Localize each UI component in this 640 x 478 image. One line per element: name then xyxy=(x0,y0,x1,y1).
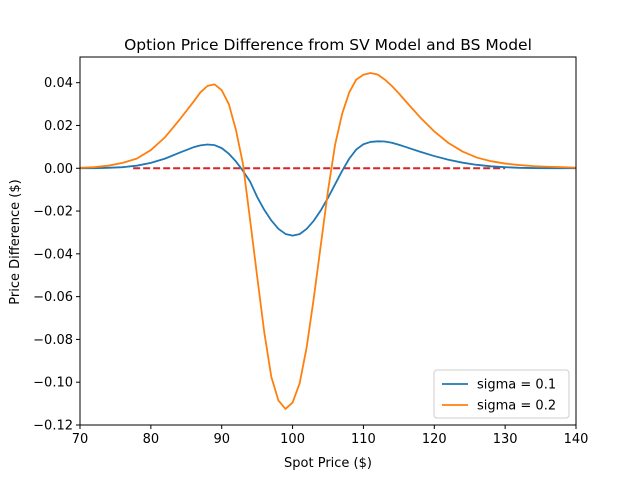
x-tick-label: 70 xyxy=(72,432,89,447)
chart-title: Option Price Difference from SV Model an… xyxy=(124,36,532,54)
x-axis-label: Spot Price ($) xyxy=(284,456,372,471)
series-line-1 xyxy=(80,140,576,237)
y-tick-label: 0.04 xyxy=(44,76,73,91)
legend-label-2: sigma = 0.2 xyxy=(477,399,556,414)
y-tick-label: −0.10 xyxy=(33,376,73,391)
y-tick-label: 0.00 xyxy=(44,162,73,177)
y-tick-label: 0.02 xyxy=(44,119,73,134)
x-tick-label: 80 xyxy=(143,432,160,447)
y-tick-label: −0.02 xyxy=(33,205,73,220)
y-axis-label: Price Difference ($) xyxy=(8,179,23,304)
y-tick-label: −0.08 xyxy=(33,333,73,348)
x-tick-label: 90 xyxy=(213,432,230,447)
x-tick-label: 130 xyxy=(493,432,518,447)
y-tick-label: −0.12 xyxy=(33,419,73,434)
x-tick-label: 110 xyxy=(351,432,376,447)
x-tick-label: 120 xyxy=(422,432,447,447)
series-line-2 xyxy=(79,72,577,410)
x-tick-label: 140 xyxy=(564,432,589,447)
plot-frame xyxy=(79,56,577,426)
legend-label-1: sigma = 0.1 xyxy=(477,378,556,393)
y-tick-label: −0.06 xyxy=(33,290,73,305)
legend-box xyxy=(433,369,570,419)
x-tick-label: 100 xyxy=(280,432,305,447)
y-tick-label: −0.04 xyxy=(33,247,73,262)
plot-area: 70 80 90 100 110 120 130 140 −0.12 −0.10 −0.08 −0.0… xyxy=(33,56,589,447)
